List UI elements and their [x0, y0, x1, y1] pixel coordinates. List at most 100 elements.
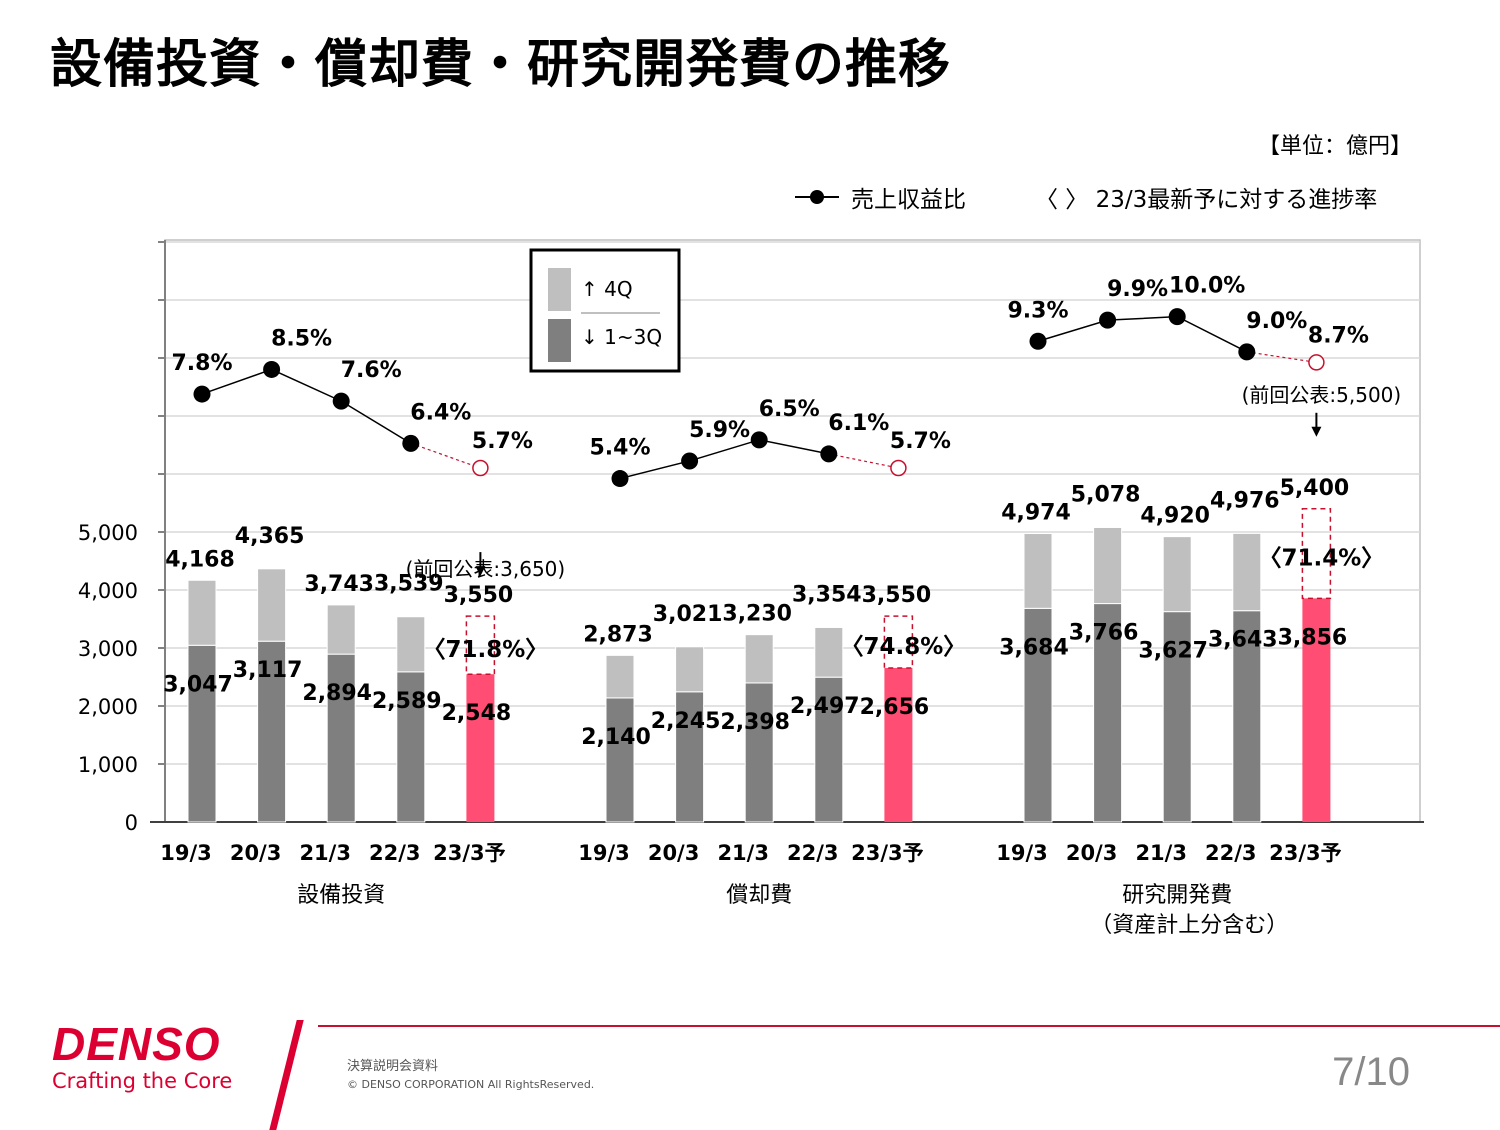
- q1-3-value-label: 3,643: [1208, 628, 1278, 653]
- ratio-label: 6.1%: [828, 411, 889, 436]
- ratio-line-forecast: [410, 442, 481, 469]
- total-value-label: 4,168: [165, 547, 235, 572]
- q1-3-value-label: 2,140: [581, 725, 651, 750]
- bar-4q: [744, 634, 774, 684]
- ratio-line-forecast: [1246, 351, 1317, 363]
- legend-ratio: 売上収益比: [795, 180, 966, 214]
- ratio-label: 5.9%: [689, 418, 750, 443]
- previous-announcement-label: (前回公表:5,500): [1242, 383, 1402, 407]
- group-label: 研究開発費: [1122, 883, 1232, 908]
- x-tick-label: 21/3: [717, 841, 769, 865]
- ratio-marker: [1099, 311, 1117, 329]
- ratio-line: [619, 439, 829, 480]
- bar-forecast-1-3q: [1302, 598, 1331, 822]
- legend-ratio-label: 売上収益比: [851, 187, 966, 213]
- copyright: © DENSO CORPORATION All RightsReserved.: [347, 1078, 595, 1091]
- ratio-marker-forecast: [890, 459, 907, 477]
- ratio-label: 5.7%: [472, 429, 533, 454]
- bar-1-3q: [744, 682, 774, 823]
- x-tick-label: 22/3: [1205, 841, 1257, 865]
- bar-4q: [1023, 533, 1053, 609]
- y-tick-label: 0: [125, 811, 138, 835]
- bar-1-3q: [605, 697, 635, 823]
- group-label: 償却費: [726, 883, 792, 908]
- ratio-marker-forecast: [1308, 354, 1325, 371]
- bar-4q: [1162, 536, 1192, 613]
- ratio-label: 9.3%: [1007, 298, 1068, 323]
- bar-1-3q: [1023, 607, 1053, 823]
- total-value-label: 3,539: [374, 572, 444, 597]
- ratio-label: 9.0%: [1246, 309, 1307, 334]
- ratio-label: 5.4%: [589, 436, 650, 461]
- ratio-marker: [820, 445, 838, 463]
- footer-divider: [318, 1025, 1500, 1027]
- y-tick-label: 5,000: [78, 521, 138, 545]
- bar-1-3q: [675, 691, 705, 823]
- bar-4q: [814, 626, 844, 678]
- ratio-marker: [1029, 332, 1047, 350]
- q1-3-value-label: 2,656: [860, 695, 930, 720]
- ratio-label: 5.7%: [890, 429, 951, 454]
- bar-forecast-remaining: [1301, 508, 1332, 600]
- total-value-label: 3,743: [304, 572, 374, 597]
- q1-3-value-label: 3,856: [1278, 625, 1348, 650]
- ratio-marker: [1168, 308, 1186, 326]
- ratio-marker: [193, 385, 211, 403]
- y-tick-label: 3,000: [78, 637, 138, 661]
- total-value-label: 2,873: [583, 622, 653, 647]
- legend-4q-label: ↑ 4Q: [581, 277, 633, 301]
- progress-label: 〈74.8%〉: [841, 634, 967, 660]
- bar-1-3q: [187, 644, 217, 823]
- bar-4q: [187, 579, 217, 646]
- logo-brand: DENSO: [52, 1018, 221, 1070]
- bar-4q: [257, 568, 287, 642]
- x-tick-label: 23/3予: [851, 841, 924, 865]
- total-value-label: 5,078: [1071, 482, 1141, 507]
- bar-1-3q: [1162, 611, 1192, 823]
- legend-1-3q-label: ↓ 1~3Q: [581, 325, 662, 349]
- bar-4q: [326, 604, 356, 655]
- unit-label: 【単位：億円】: [1257, 134, 1412, 159]
- x-tick-label: 19/3: [160, 841, 212, 865]
- ratio-label: 9.9%: [1107, 277, 1168, 302]
- q1-3-value-label: 2,894: [302, 681, 372, 706]
- ratio-label: 8.7%: [1308, 323, 1369, 348]
- group-sublabel: （資産計上分含む）: [1090, 913, 1288, 938]
- ratio-label: 7.6%: [341, 358, 402, 383]
- legend-progress-label: 〈 〉 23/3最新予に対する進捗率: [1035, 187, 1378, 213]
- q1-3-value-label: 3,117: [233, 658, 303, 683]
- previous-announcement-label: (前回公表:3,650): [406, 557, 566, 581]
- x-tick-label: 20/3: [648, 841, 700, 865]
- bar-1-3q: [396, 671, 426, 823]
- x-tick-label: 22/3: [369, 841, 421, 865]
- ratio-marker: [1238, 343, 1256, 361]
- y-tick-label: 1,000: [78, 753, 138, 777]
- total-value-label: 5,400: [1280, 476, 1350, 501]
- x-tick-label: 23/3予: [433, 841, 506, 865]
- x-tick-label: 19/3: [996, 841, 1048, 865]
- total-value-label: 4,365: [235, 524, 305, 549]
- q1-3-value-label: 3,766: [1069, 621, 1139, 646]
- ratio-marker: [402, 434, 420, 452]
- ratio-line-forecast: [828, 453, 899, 469]
- bar-1-3q: [257, 640, 287, 823]
- q1-3-value-label: 2,245: [651, 709, 721, 734]
- total-value-label: 3,354: [792, 582, 862, 607]
- legend-swatch-4q: [548, 268, 571, 311]
- bar-forecast-remaining: [883, 615, 914, 669]
- x-tick-label: 21/3: [299, 841, 351, 865]
- q1-3-value-label: 3,684: [999, 635, 1069, 660]
- x-tick-label: 21/3: [1135, 841, 1187, 865]
- q1-3-value-label: 2,497: [790, 694, 860, 719]
- ratio-label: 10.0%: [1169, 274, 1245, 299]
- ratio-marker-forecast: [472, 459, 489, 477]
- bar-4q: [396, 616, 426, 673]
- total-value-label: 3,550: [862, 583, 932, 608]
- q1-3-value-label: 2,398: [720, 710, 790, 735]
- ratio-label: 8.5%: [271, 326, 332, 351]
- progress-label: 〈71.8%〉: [423, 637, 549, 663]
- q1-3-value-label: 3,627: [1138, 639, 1208, 664]
- ratio-label: 7.8%: [171, 351, 232, 376]
- x-tick-label: 23/3予: [1269, 841, 1342, 865]
